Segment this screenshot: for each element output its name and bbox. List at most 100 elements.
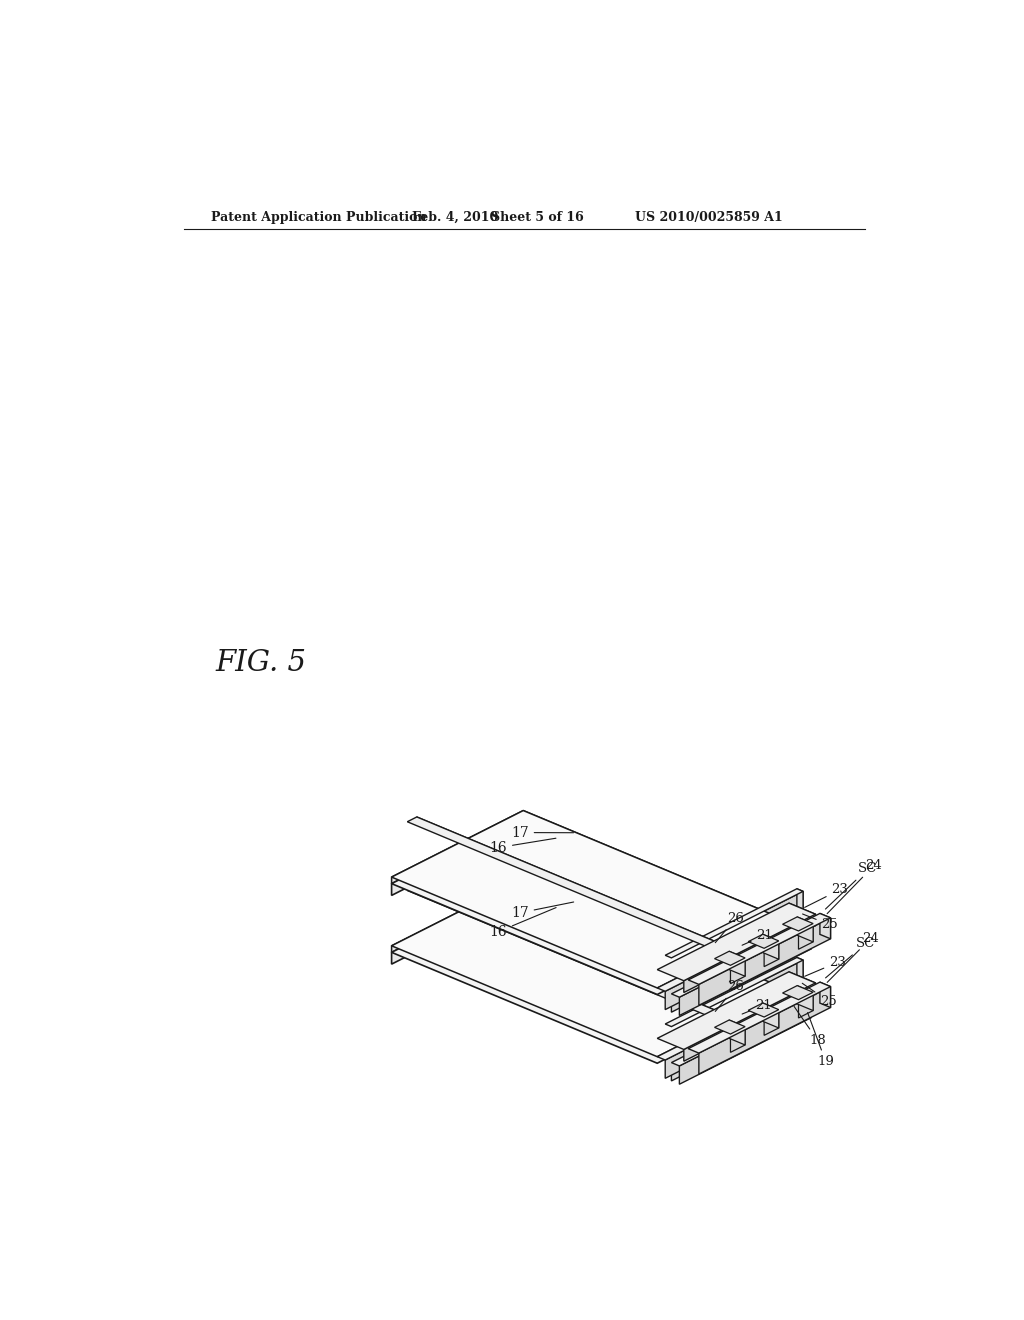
Polygon shape [391,886,788,1063]
Polygon shape [684,915,815,993]
Polygon shape [700,1028,712,1048]
Text: Sheet 5 of 16: Sheet 5 of 16 [490,211,584,224]
Text: SC: SC [825,862,878,909]
Polygon shape [788,972,815,995]
Polygon shape [686,1022,712,1034]
Text: SC: SC [825,937,876,978]
Polygon shape [391,886,523,964]
Polygon shape [756,987,781,998]
Polygon shape [798,986,813,1011]
Polygon shape [799,993,813,1018]
Polygon shape [737,1010,749,1030]
Polygon shape [666,994,797,1078]
Polygon shape [797,957,803,1014]
Polygon shape [788,990,797,1012]
Text: 23: 23 [805,956,846,977]
Polygon shape [688,913,830,985]
Polygon shape [686,953,712,965]
Polygon shape [767,987,781,1007]
Polygon shape [679,931,811,1015]
Polygon shape [672,997,811,1067]
Text: 24: 24 [827,932,879,982]
Polygon shape [803,997,811,1018]
Text: Patent Application Publication: Patent Application Publication [211,211,427,224]
Polygon shape [391,817,788,994]
Polygon shape [764,941,778,966]
Text: 16: 16 [489,838,556,854]
Polygon shape [679,999,811,1084]
Polygon shape [734,1003,749,1024]
Polygon shape [799,924,813,949]
Polygon shape [756,919,781,929]
Polygon shape [763,935,778,960]
Polygon shape [657,990,797,1060]
Polygon shape [729,1020,745,1045]
Polygon shape [698,917,830,1006]
Polygon shape [729,952,745,977]
Polygon shape [523,817,788,940]
Polygon shape [715,952,745,965]
Polygon shape [666,957,803,1027]
Polygon shape [391,879,788,1057]
Text: 26: 26 [716,912,744,942]
Polygon shape [417,886,735,1026]
Polygon shape [730,958,745,983]
Text: 25: 25 [803,913,839,932]
Polygon shape [391,817,523,895]
Polygon shape [730,1027,745,1052]
Polygon shape [657,903,815,981]
Text: US 2010/0025859 A1: US 2010/0025859 A1 [635,211,782,224]
Polygon shape [734,935,749,956]
Polygon shape [726,1019,735,1030]
Polygon shape [723,935,749,946]
Text: 21: 21 [742,999,772,1014]
Text: 21: 21 [742,929,773,945]
Polygon shape [782,917,813,931]
Polygon shape [672,928,811,997]
Polygon shape [523,886,788,1008]
Polygon shape [408,886,735,1023]
Polygon shape [788,921,797,942]
Polygon shape [770,993,781,1012]
Polygon shape [666,925,797,1010]
Polygon shape [408,817,735,954]
Polygon shape [700,960,712,979]
Polygon shape [726,950,735,961]
Polygon shape [523,810,788,928]
Text: Feb. 4, 2010: Feb. 4, 2010 [412,211,498,224]
Text: 24: 24 [827,859,882,913]
Text: 18: 18 [794,1006,826,1047]
Polygon shape [523,879,788,997]
Text: 25: 25 [802,983,837,1007]
Polygon shape [715,1020,745,1034]
Polygon shape [391,810,788,987]
Polygon shape [723,1003,749,1015]
Polygon shape [782,986,813,999]
Polygon shape [820,913,830,939]
Polygon shape [820,982,830,1007]
Text: 17: 17 [511,825,573,840]
Text: 26: 26 [716,981,744,1011]
Polygon shape [697,953,712,974]
Text: FIG. 5: FIG. 5 [215,648,306,677]
Polygon shape [770,924,781,944]
Polygon shape [797,888,803,945]
Polygon shape [666,888,803,958]
Text: 23: 23 [805,883,848,907]
Polygon shape [672,891,803,1012]
Polygon shape [672,960,803,1081]
Polygon shape [391,810,523,883]
Polygon shape [803,928,811,949]
Text: 17: 17 [511,902,573,920]
Polygon shape [749,935,778,948]
Polygon shape [698,986,830,1074]
Text: 16: 16 [489,908,556,939]
Polygon shape [684,983,815,1061]
Polygon shape [688,982,830,1053]
Polygon shape [788,903,815,925]
Polygon shape [767,919,781,939]
Polygon shape [391,879,523,952]
Polygon shape [798,917,813,942]
Polygon shape [737,941,749,961]
Polygon shape [763,1003,778,1028]
